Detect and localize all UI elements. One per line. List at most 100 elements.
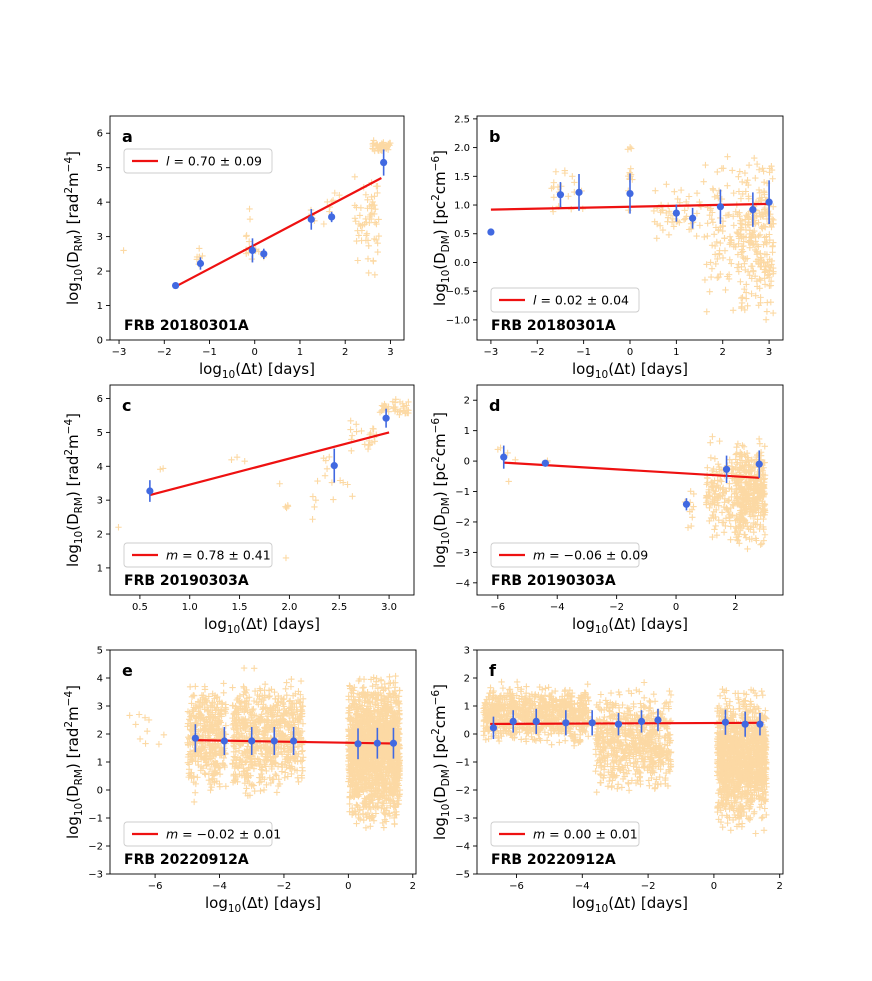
raw-point (222, 722, 230, 729)
legend-text: l = 0.70 ± 0.09 (166, 154, 262, 169)
raw-point (487, 684, 494, 691)
raw-point (747, 506, 754, 514)
raw-point (721, 234, 728, 242)
raw-point (760, 481, 768, 488)
raw-point (279, 731, 286, 738)
raw-point (369, 765, 376, 773)
raw-point (745, 161, 753, 169)
raw-point (717, 270, 724, 278)
raw-point (758, 208, 766, 216)
raw-point (287, 704, 294, 712)
raw-point (356, 807, 363, 814)
binned-marker (382, 414, 390, 422)
raw-point (750, 477, 757, 485)
raw-point (653, 235, 660, 242)
raw-point (715, 187, 723, 195)
raw-point (721, 499, 728, 506)
raw-point (744, 255, 751, 262)
raw-point (543, 737, 551, 744)
raw-point (755, 435, 763, 443)
binned-point (688, 207, 697, 229)
raw-point (372, 779, 379, 786)
raw-point (522, 690, 530, 697)
x-tick-label: −1 (202, 347, 217, 358)
raw-point (378, 789, 385, 796)
raw-point (115, 524, 122, 531)
raw-point (241, 773, 248, 781)
raw-point (740, 466, 747, 474)
raw-point (280, 695, 288, 703)
raw-point (276, 722, 283, 729)
y-tick-label: 2 (97, 530, 103, 541)
raw-point (375, 750, 382, 757)
raw-point (366, 213, 373, 221)
raw-point (368, 791, 376, 798)
raw-point (715, 273, 722, 281)
y-tick-label: −2 (88, 842, 103, 853)
raw-point (368, 691, 375, 698)
raw-point (684, 524, 692, 531)
raw-point (735, 533, 742, 540)
raw-point (512, 456, 519, 463)
raw-point (729, 167, 736, 174)
raw-point (696, 222, 704, 229)
y-tick-label: 2.0 (454, 143, 470, 154)
raw-point (349, 792, 356, 799)
raw-point (294, 710, 301, 718)
x-tick-label: 0 (673, 602, 679, 613)
raw-point (711, 242, 719, 250)
raw-point (377, 677, 385, 684)
raw-point (267, 710, 274, 718)
raw-point (744, 302, 751, 309)
raw-point (360, 816, 367, 824)
raw-point (739, 178, 746, 186)
binned-point (765, 180, 773, 224)
raw-point (221, 762, 228, 769)
raw-point (216, 698, 223, 705)
raw-point (737, 278, 744, 285)
raw-point (238, 761, 246, 768)
x-axis-label: log10(Δt) [days] (572, 360, 688, 381)
y-tick-label: −4 (455, 578, 470, 589)
raw-point (366, 730, 374, 738)
raw-point (651, 218, 658, 225)
raw-point (756, 285, 763, 292)
raw-point (387, 746, 394, 753)
raw-point (393, 759, 401, 766)
raw-point (726, 256, 733, 263)
raw-point (370, 707, 377, 714)
raw-point (770, 216, 777, 224)
raw-point (351, 724, 358, 732)
raw-point (185, 734, 192, 741)
raw-point (231, 711, 238, 718)
raw-point (284, 773, 291, 780)
raw-point (760, 241, 767, 248)
raw-point (198, 745, 205, 753)
raw-point (392, 672, 399, 680)
raw-point (266, 748, 273, 755)
raw-point (354, 690, 362, 697)
raw-point (750, 519, 757, 527)
raw-point (724, 182, 731, 189)
raw-point (757, 254, 764, 261)
axes-frame (476, 384, 784, 596)
raw-point (269, 776, 276, 783)
raw-point (216, 717, 223, 724)
raw-point (261, 681, 269, 688)
raw-point (245, 238, 253, 245)
raw-point (350, 771, 357, 778)
raw-point (390, 405, 397, 412)
raw-point (747, 239, 755, 247)
raw-point (364, 809, 372, 817)
raw-point (752, 174, 759, 182)
raw-point (513, 678, 521, 686)
raw-point (758, 540, 766, 548)
raw-point (355, 220, 363, 228)
raw-point (733, 495, 741, 502)
raw-point (384, 769, 391, 777)
raw-point (715, 463, 723, 471)
raw-point (247, 730, 255, 738)
raw-point (364, 736, 372, 743)
raw-point (255, 745, 262, 752)
raw-point (370, 803, 377, 810)
